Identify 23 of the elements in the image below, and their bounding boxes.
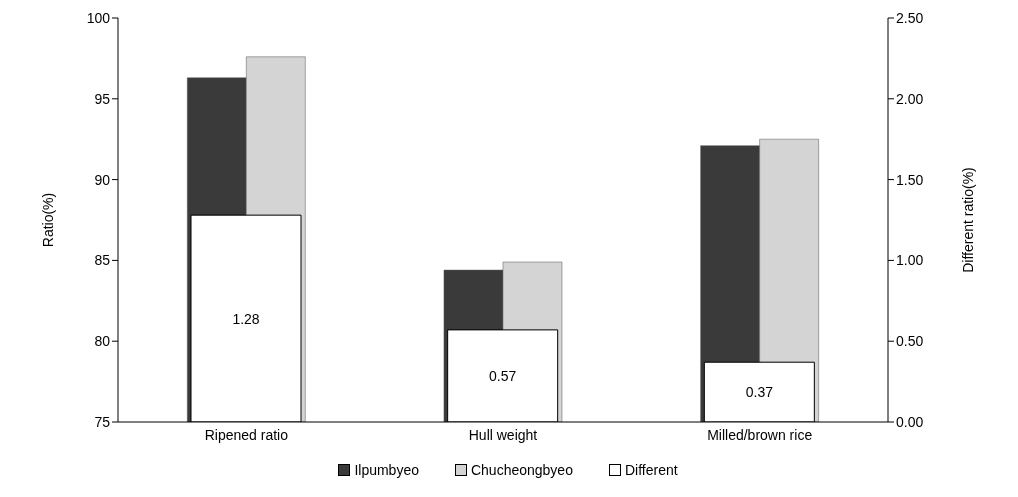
y2-tick-label: 2.00 (896, 90, 924, 107)
y2-tick-label: 2.50 (896, 9, 924, 26)
data-label: 0.37 (745, 384, 774, 401)
legend-label: Ilpumbyeo (354, 462, 419, 478)
y-axis-title: Ratio(%) (39, 192, 56, 248)
x-tick-label: Hull weight (468, 426, 538, 443)
data-label: 1.28 (232, 310, 260, 327)
y-tick-label: 90 (94, 171, 111, 188)
y-tick-label: 80 (94, 333, 111, 350)
y2-tick-label: 0.00 (896, 413, 924, 430)
y2-tick-label: 0.50 (896, 333, 924, 350)
y2-axis-title: Different ratio(%) (959, 167, 976, 273)
y2-tick-label: 1.50 (896, 171, 924, 188)
legend-label: Different (624, 462, 678, 478)
y-tick-label: 85 (94, 252, 111, 269)
legend-label: Chucheongbyeo (470, 462, 573, 478)
y-tick-label: 75 (94, 413, 111, 430)
x-tick-label: Milled/brown rice (707, 426, 813, 443)
x-tick-label: Ripened ratio (204, 426, 289, 443)
y-tick-label: 95 (94, 90, 111, 107)
data-label: 0.57 (489, 367, 517, 384)
y-tick-label: 100 (86, 9, 111, 26)
y2-tick-label: 1.00 (896, 252, 924, 269)
